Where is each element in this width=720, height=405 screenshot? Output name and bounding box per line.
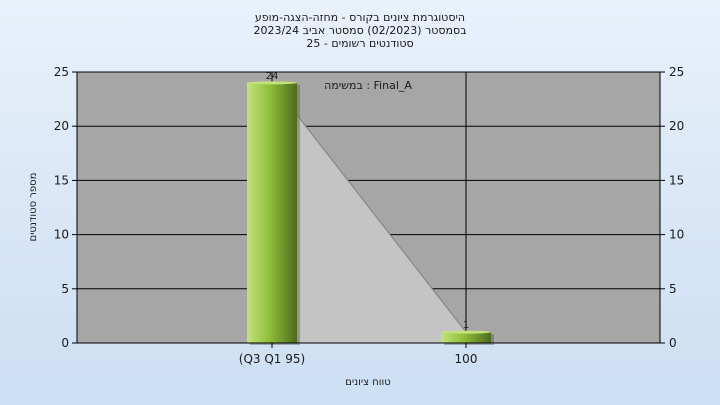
y-tick-label-right-1: 5 [669,282,677,296]
x-axis-label: טווח ציונים [345,377,390,388]
y-tick-label-left-4: 20 [54,119,69,133]
data-labels: 24 1 [266,71,470,331]
y-axis-label: מספר סטודנטים [28,173,39,242]
bar-1 [441,332,491,343]
y-tick-label-left-1: 5 [61,282,69,296]
y-tick-label-right-2: 10 [669,228,684,242]
x-axis: (Q3 Q1 95) 100 [239,343,478,366]
annotation-label: במשימה : Final_A [324,79,412,92]
bar-0 [247,82,297,343]
data-label-0: 24 [266,71,279,82]
y-tick-label-right-5: 25 [669,65,684,79]
x-tick-label-1: 100 [455,352,478,366]
bar-cap-0 [247,81,297,85]
data-label-1: 1 [463,320,469,331]
right-y-axis: 0 5 10 15 20 25 [660,65,684,350]
y-tick-label-left-0: 0 [61,336,69,350]
x-tick-label-0: (Q3 Q1 95) [239,352,305,366]
bar-cap-1 [441,330,491,334]
y-tick-label-left-2: 10 [54,228,69,242]
y-tick-label-left-5: 25 [54,65,69,79]
plot-border [76,71,661,344]
chart-title-line-1: היסטוגרמת ציונים בקורס - מחזה-הצגה-מופע [255,11,465,24]
chart-title-line-2: בסמסטר (02/2023) סמסטר אביב 2023/24 [253,24,466,37]
y-tick-label-left-3: 15 [54,173,69,187]
y-tick-label-right-3: 15 [669,173,684,187]
bar-series [247,81,494,345]
y-tick-label-right-0: 0 [669,336,677,350]
left-y-axis: 0 5 10 15 20 25 [54,65,77,350]
chart-title-line-3: סטודנטים רשומים - 25 [306,37,413,50]
y-tick-label-right-4: 20 [669,119,684,133]
